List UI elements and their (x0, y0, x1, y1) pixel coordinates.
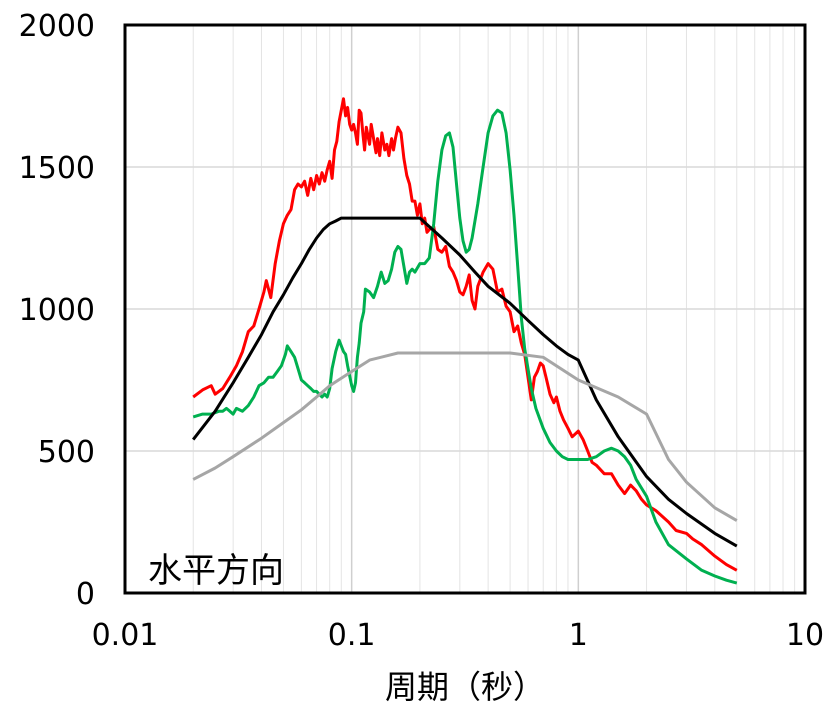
x-tick-label: 1 (569, 618, 588, 653)
y-tick-label: 1500 (19, 151, 95, 186)
series-layer (192, 97, 738, 585)
series-line-3 (192, 216, 738, 548)
direction-annotation: 水平方向 (148, 551, 284, 591)
x-tick-label: 10 (786, 618, 824, 653)
x-tick-label: 0.1 (328, 618, 376, 653)
x-tick-label: 0.01 (92, 618, 159, 653)
y-tick-label: 0 (76, 577, 95, 612)
y-tick-label: 1000 (19, 293, 95, 328)
tick-labels: 0.01 0.1 1 10 0 500 1000 1500 2000 (19, 9, 824, 653)
plot-area-border (123, 23, 807, 595)
grid-lines (125, 25, 805, 593)
y-tick-label: 500 (38, 435, 95, 470)
y-tick-label: 2000 (19, 9, 95, 44)
series-line-4 (192, 351, 738, 522)
x-axis-title: 周期（秒） (385, 668, 545, 706)
series-line-1 (192, 97, 738, 572)
series-line-2 (192, 108, 738, 585)
